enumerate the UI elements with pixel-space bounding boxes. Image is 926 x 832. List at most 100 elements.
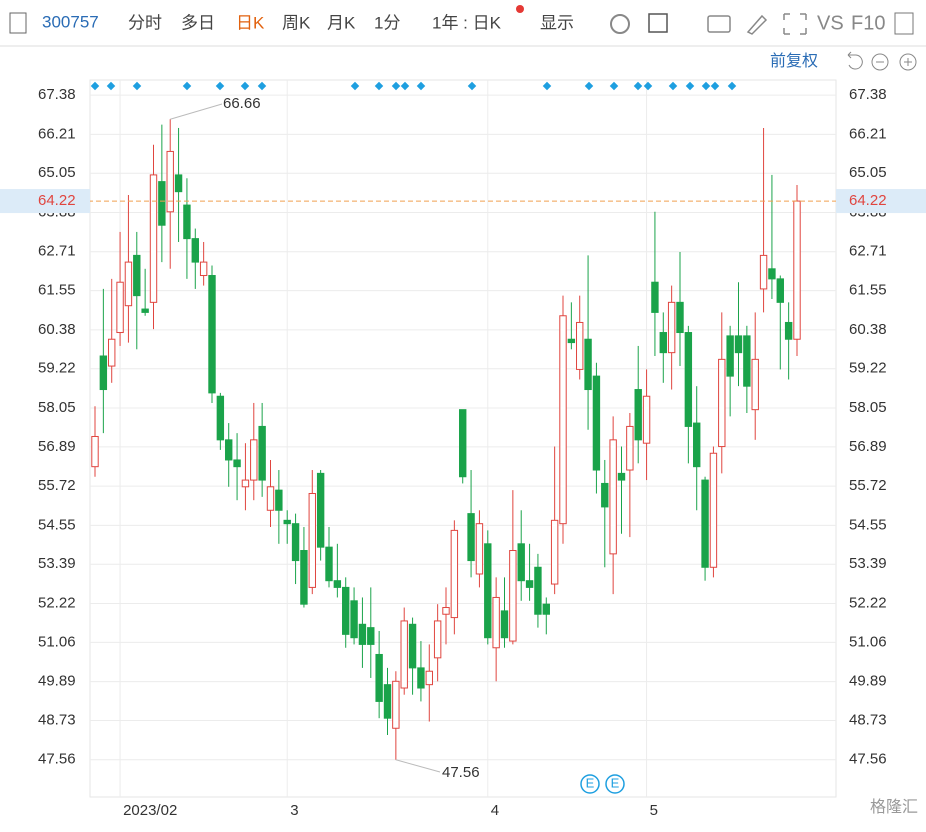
y-tick-label-right: 49.89 — [849, 673, 887, 690]
event-marker[interactable]: E — [611, 775, 620, 790]
candle-body — [484, 543, 492, 639]
candle-body — [642, 395, 651, 444]
candle-body — [133, 254, 141, 297]
y-tick-label-right: 61.55 — [849, 282, 887, 299]
zoom-in[interactable] — [899, 53, 917, 71]
x-tick-label: 5 — [650, 802, 658, 819]
y-tick-label-right: 55.72 — [849, 477, 887, 494]
undo-icon[interactable] — [847, 51, 863, 70]
candle-body — [784, 321, 793, 340]
candle-body — [684, 332, 693, 427]
candle-body — [542, 603, 550, 615]
candle-body — [534, 566, 542, 615]
tab[interactable]: 周K — [282, 13, 311, 32]
x-tick-label: 4 — [491, 802, 499, 819]
event-marker[interactable]: E — [586, 775, 595, 790]
tab-active[interactable]: 日K — [236, 13, 265, 32]
candle-body — [417, 667, 425, 689]
y-tick-label: 60.38 — [38, 321, 76, 338]
last-price-label: 64.22 — [849, 192, 887, 209]
period[interactable]: 1年 : 日K — [432, 13, 502, 32]
max-leader — [170, 103, 223, 120]
y-tick-label-right: 52.22 — [849, 594, 887, 611]
fullscreen-icon[interactable] — [783, 13, 807, 35]
y-tick-label: 67.38 — [38, 86, 76, 103]
y-tick-label: 58.05 — [38, 399, 76, 416]
camera-icon[interactable] — [707, 15, 731, 33]
candle-body — [116, 281, 124, 334]
event-circle[interactable] — [605, 774, 625, 794]
y-tick-label: 55.72 — [38, 477, 76, 494]
candle-body — [559, 315, 567, 525]
candle-body — [550, 519, 559, 585]
vs[interactable]: VS — [817, 12, 844, 34]
adjust[interactable]: 前复权 — [770, 52, 818, 70]
candle-body — [467, 513, 475, 562]
y-tick-label-right: 53.39 — [849, 555, 887, 572]
event-diamond — [400, 81, 410, 91]
tab[interactable]: 多日 — [181, 13, 215, 32]
candle-body — [141, 308, 149, 313]
y-tick-label-right: 65.05 — [849, 164, 887, 181]
candle-body — [701, 479, 709, 568]
candle-body — [91, 435, 99, 468]
candle-body — [759, 254, 768, 290]
tab[interactable]: 1分 — [374, 13, 400, 32]
candle-body — [576, 321, 584, 370]
plot-frame — [89, 79, 837, 798]
box-icon[interactable] — [648, 13, 668, 33]
candle-body — [584, 338, 592, 391]
candle-body — [300, 550, 308, 605]
event-diamond — [416, 81, 426, 91]
event-circle[interactable] — [580, 774, 600, 794]
candle-body — [325, 546, 333, 582]
candle-body — [475, 523, 484, 575]
candle-body — [734, 335, 743, 354]
candle-body — [124, 261, 133, 307]
candle-body — [233, 459, 241, 468]
candle-body — [308, 492, 316, 588]
candle-body — [601, 482, 609, 508]
min-label: 47.56 — [442, 764, 480, 781]
icon[interactable] — [9, 12, 27, 34]
y-tick-label: 48.73 — [38, 712, 76, 729]
candle-body — [768, 268, 776, 280]
candle-body — [108, 338, 116, 367]
candle-body — [509, 550, 517, 642]
panel-icon[interactable] — [894, 12, 914, 35]
y-tick-label-right: 62.71 — [849, 243, 887, 260]
pen-icon[interactable] — [746, 14, 768, 35]
y-tick-label: 61.55 — [38, 282, 76, 299]
candle-body — [776, 278, 784, 303]
y-tick-label: 66.21 — [38, 125, 76, 142]
display[interactable]: 显示 — [540, 13, 574, 32]
candle-body — [718, 358, 726, 448]
candle-body — [250, 439, 258, 481]
candle-body — [743, 335, 751, 387]
x-tick-label: 2023/02 — [123, 802, 177, 819]
last-price-label: 64.22 — [38, 192, 76, 209]
settings-icon[interactable] — [610, 14, 630, 34]
candle-body — [676, 301, 684, 334]
event-diamond — [182, 81, 192, 91]
y-tick-label-right: 60.38 — [849, 321, 887, 338]
dot — [516, 5, 524, 13]
event-diamond — [106, 81, 116, 91]
y-tick-label: 53.39 — [38, 555, 76, 572]
tab[interactable]: 分时 — [128, 13, 162, 32]
candle-body — [275, 489, 283, 511]
event-diamond — [240, 81, 250, 91]
candle-body — [450, 529, 459, 619]
candle-body — [592, 375, 601, 471]
candle-body — [199, 261, 208, 277]
candle-body — [609, 439, 617, 555]
candle-body — [158, 181, 166, 226]
y-tick-label-right: 47.56 — [849, 751, 887, 768]
candle-body — [216, 395, 225, 441]
zoom-out[interactable] — [871, 53, 889, 71]
candle-body — [459, 409, 467, 478]
tab[interactable]: 月K — [327, 13, 356, 32]
zoom-in[interactable] — [904, 58, 912, 66]
y-tick-label-right: 67.38 — [849, 86, 887, 103]
f10[interactable]: F10 — [851, 12, 885, 34]
